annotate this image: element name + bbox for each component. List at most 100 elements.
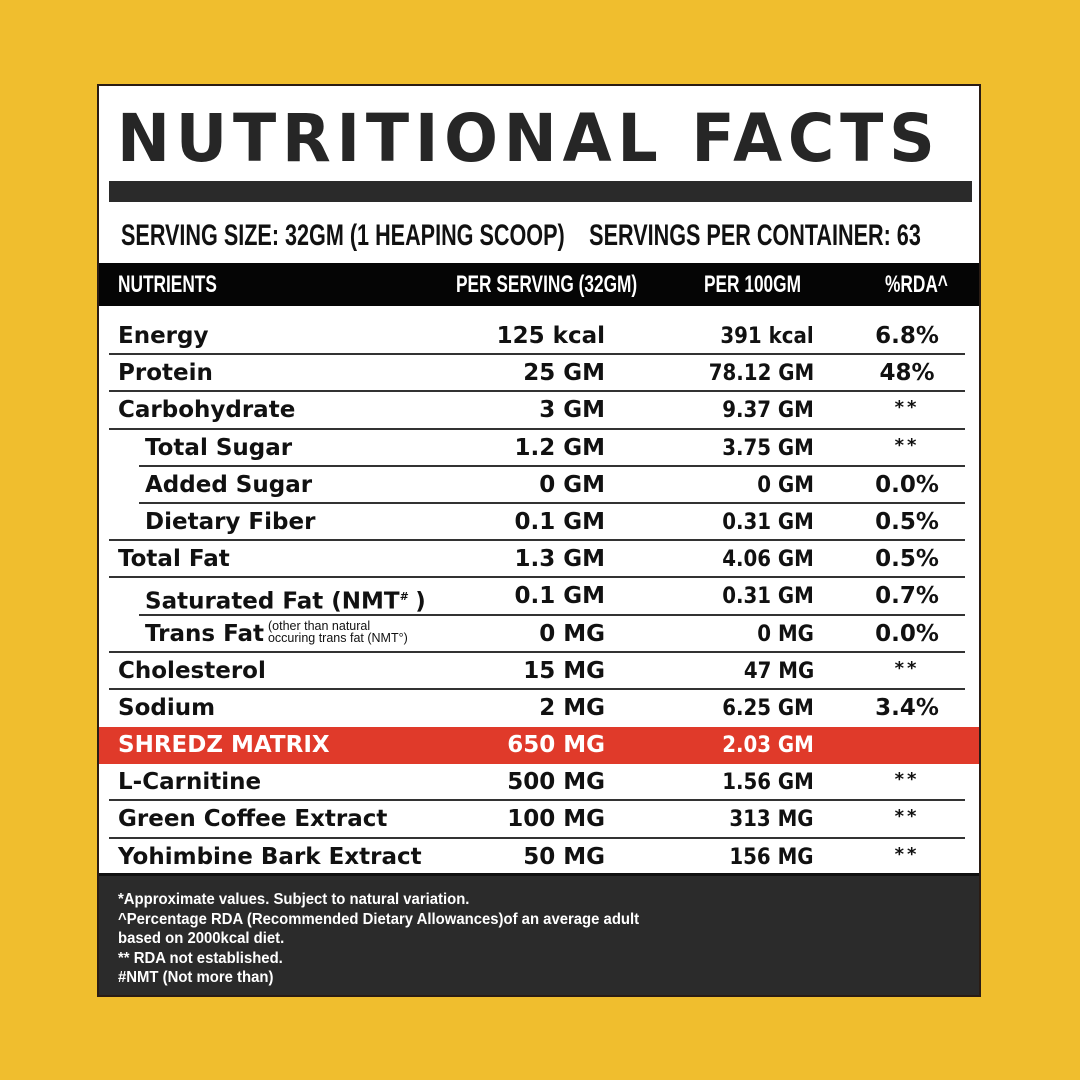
nutrient-name: Dietary Fiber [145,508,316,535]
footnote-rda-basis: based on 2000kcal diet. [118,930,285,947]
nutrient-name: Added Sugar [145,471,313,498]
per-100g-value: 78.12 GM [708,361,814,387]
header-per-100g: PER 100GM [704,271,801,298]
table-row-total-fat: Total Fat 1.3 GM 4.06 GM 0.5% [99,541,979,579]
rda-value: 0.0% [875,471,939,498]
rda-value: 0.5% [875,508,939,535]
nutrient-name: Yohimbine Bark Extract [118,843,422,870]
table-row-sodium: Sodium 2 MG 6.25 GM 3.4% [99,690,979,727]
per-100g-value: 1.56 GM [722,770,814,796]
nutrient-name: Energy [118,323,209,349]
per-serving-value: 650 MG [507,732,605,759]
per-100g-value: 47 MG [743,658,814,684]
rda-value: ** [894,397,920,419]
per-serving-value: 500 MG [507,769,605,796]
per-serving-value: 0 GM [539,471,605,498]
rda-value: ** [894,769,920,791]
footnotes: *Approximate values. Subject to natural … [99,873,979,995]
nutrient-name: Carbohydrate [118,397,296,424]
footnote-nmt: #NMT (Not more than) [118,969,274,986]
per-100g-value: 0.31 GM [722,509,814,535]
nutrient-name: Total Sugar [145,434,293,461]
footnote-approximate: *Approximate values. Subject to natural … [118,891,470,908]
rda-value: 0.7% [875,583,939,610]
table-header: NUTRIENTS PER SERVING (32GM) PER 100GM %… [99,263,979,306]
nutrition-facts-panel: NUTRITIONAL FACTS SERVING SIZE: 32GM (1 … [97,84,981,997]
rda-value: 0.5% [875,546,939,573]
table-row-dietary-fiber: Dietary Fiber 0.1 GM 0.31 GM 0.5% [99,504,979,542]
per-100g-value: 4.06 GM [722,547,814,573]
row-divider [139,613,965,616]
nutrient-name: Sodium [118,694,216,721]
per-serving-value: 3 GM [539,397,605,424]
nutrient-name-text: Saturated Fat (NMT [145,588,400,615]
rda-value: 0.0% [875,620,939,647]
table-row-total-sugar: Total Sugar 1.2 GM 3.75 GM ** [99,430,979,467]
nutrient-name: L-Carnitine [118,769,262,796]
table-row-saturated-fat: Saturated Fat (NMT# ) 0.1 GM 0.31 GM 0.7… [99,578,979,616]
per-100g-value: 391 kcal [720,324,814,349]
row-divider [109,353,965,356]
per-serving-value: 125 kcal [496,323,605,349]
per-100g-value: 0.31 GM [722,584,814,610]
rda-value: ** [894,806,920,828]
per-serving-value: 100 MG [507,806,605,833]
row-divider [109,836,965,839]
nutrient-name: Cholesterol [118,657,266,684]
header-nutrients: NUTRIENTS [118,271,217,298]
nutrient-name: SHREDZ MATRIX [118,732,330,759]
serving-size: SERVING SIZE: 32GM (1 HEAPING SCOOP) [121,219,565,252]
row-divider [139,464,965,467]
table-row-trans-fat: Trans Fat (other than natural occuring tra… [99,616,979,653]
servings-per-container: SERVINGS PER CONTAINER: 63 [589,219,921,252]
per-100g-value: 156 MG [729,844,814,870]
per-serving-value: 25 GM [523,360,605,387]
rda-value: 6.8% [875,323,939,349]
row-divider [109,799,965,802]
per-serving-value: 50 MG [523,843,605,870]
page-title: NUTRITIONAL FACTS [117,100,941,177]
table-row-green-coffee-extract: Green Coffee Extract 100 MG 313 MG ** [99,801,979,839]
row-divider [139,501,965,504]
table-row-added-sugar: Added Sugar 0 GM 0 GM 0.0% [99,467,979,504]
row-divider [109,650,965,653]
table-row-shredz-matrix: SHREDZ MATRIX 650 MG 2.03 GM [99,727,979,765]
nutrient-name: Total Fat [118,546,230,573]
per-serving-value: 2 MG [539,694,605,721]
per-100g-value: 6.25 GM [722,695,814,721]
title-divider-bar [109,181,972,202]
nmt-superscript: # [399,590,408,604]
row-divider [109,427,965,430]
per-100g-value: 313 MG [729,807,814,833]
per-100g-value: 2.03 GM [722,733,814,759]
serving-info: SERVING SIZE: 32GM (1 HEAPING SCOOP) SERV… [121,216,945,256]
per-serving-value: 15 MG [523,657,605,684]
table-row-protein: Protein 25 GM 78.12 GM 48% [99,355,979,393]
table-row-cholesterol: Cholesterol 15 MG 47 MG ** [99,653,979,690]
nutrient-name: Trans Fat (other than natural occuring tra… [145,616,408,653]
header-per-serving: PER SERVING (32GM) [456,271,638,298]
rda-value: ** [894,843,920,865]
per-100g-value: 0 GM [757,472,814,498]
nutrient-name: Green Coffee Extract [118,806,388,833]
nutrient-name-text: Trans Fat [145,620,264,647]
table-row-yohimbine-bark-extract: Yohimbine Bark Extract 50 MG 156 MG ** [99,839,979,876]
trans-fat-note: (other than natural occuring trans fat (N… [267,619,408,645]
nutrient-name: Saturated Fat (NMT# ) [145,578,426,621]
row-divider [109,539,965,542]
nutrient-table: Energy 125 kcal 391 kcal 6.8% Protein 25… [99,318,979,876]
per-serving-value: 1.2 GM [514,434,605,461]
rda-value: 3.4% [875,694,939,721]
table-row-energy: Energy 125 kcal 391 kcal 6.8% [99,318,979,356]
rda-value: ** [894,434,920,456]
per-serving-value: 0 MG [539,620,605,647]
rda-value: 48% [879,360,935,387]
row-divider [109,390,965,393]
nutrient-name: Protein [118,360,213,387]
rda-value: ** [894,657,920,679]
footnote-rda-definition: ^Percentage RDA (Recommended Dietary All… [118,910,640,928]
per-serving-value: 0.1 GM [514,508,605,535]
per-100g-value: 9.37 GM [722,398,814,424]
note-line-1: (other than natural [267,619,371,633]
header-rda: %RDA^ [885,271,948,298]
